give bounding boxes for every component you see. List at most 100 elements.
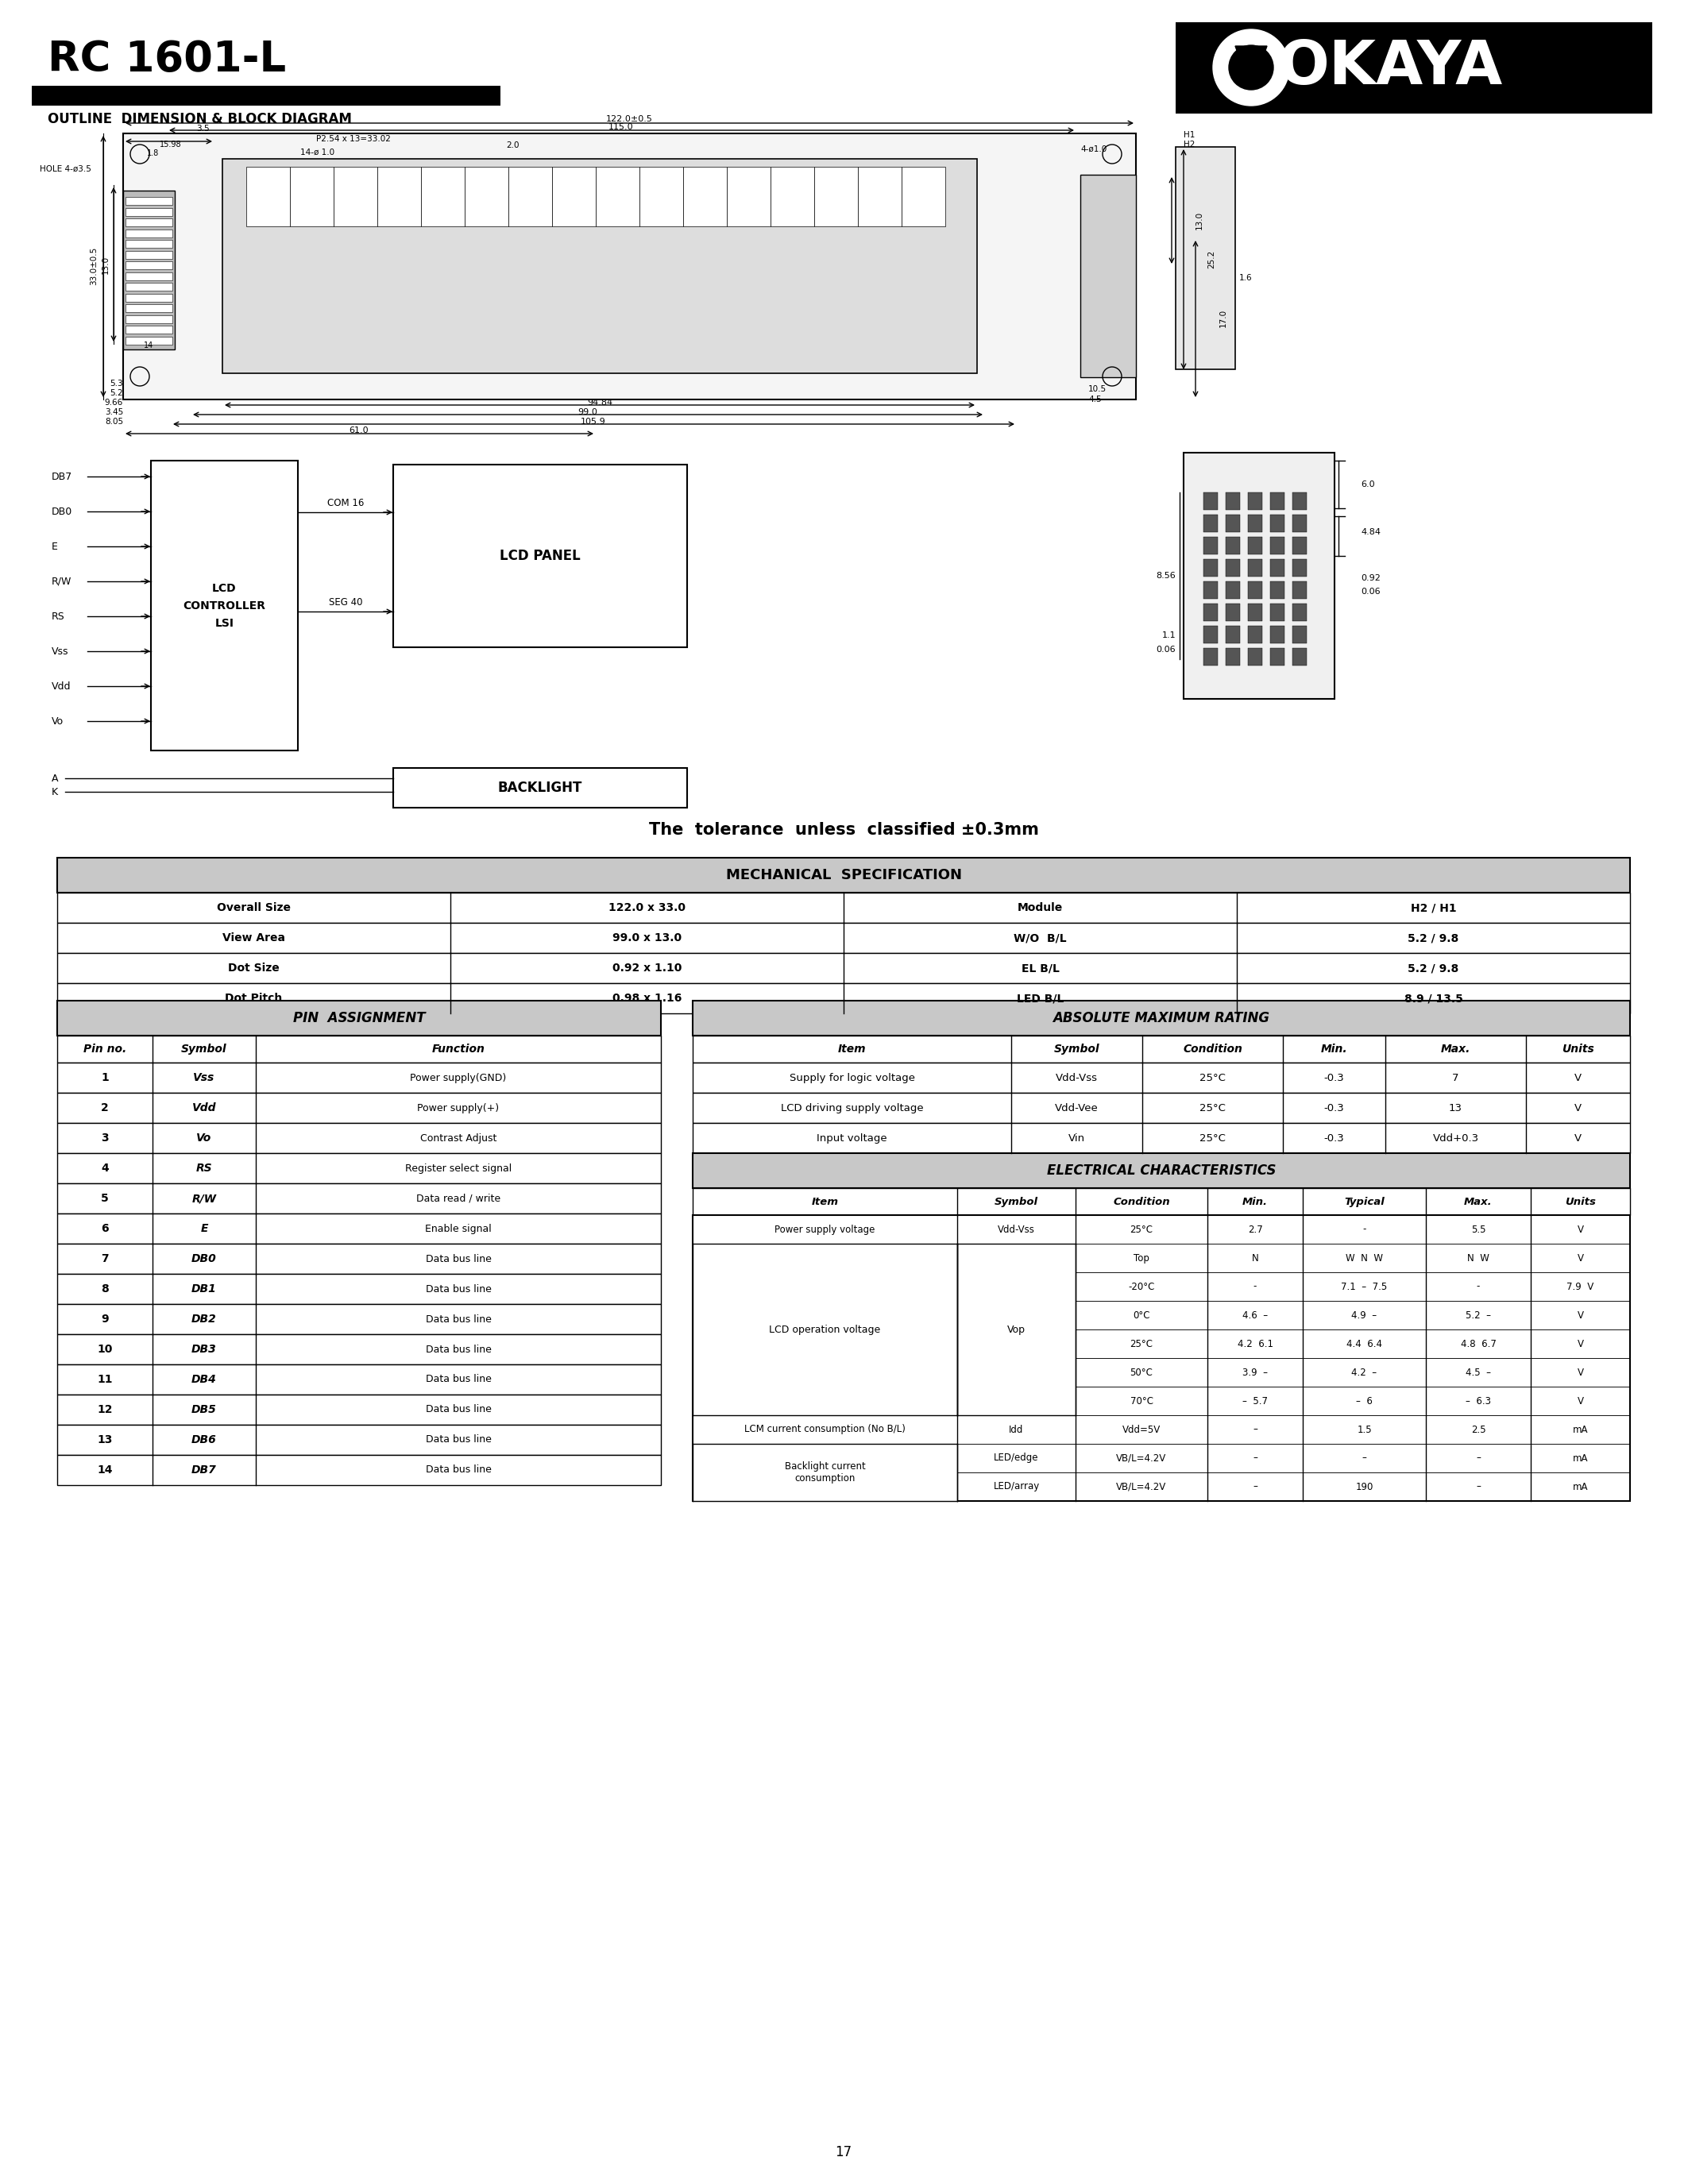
Text: H1: H1: [1183, 131, 1195, 140]
Bar: [125, 207, 172, 216]
Text: V: V: [1577, 1254, 1583, 1262]
Text: LCD PANEL: LCD PANEL: [500, 548, 581, 563]
Text: R/W: R/W: [192, 1192, 216, 1203]
Bar: [692, 1092, 1631, 1123]
Bar: [1225, 515, 1241, 533]
Bar: [57, 1035, 662, 1064]
Text: 11: 11: [98, 1374, 113, 1385]
Bar: [692, 1273, 1631, 1302]
Text: LCD driving supply voltage: LCD driving supply voltage: [780, 1103, 923, 1114]
Text: 14: 14: [143, 341, 154, 349]
Bar: [1175, 146, 1236, 369]
Bar: [1204, 581, 1217, 598]
Text: 70°C: 70°C: [1129, 1396, 1153, 1406]
Text: Vo: Vo: [196, 1133, 211, 1144]
Text: –: –: [1475, 1481, 1480, 1492]
Text: 8: 8: [101, 1284, 108, 1295]
Bar: [1293, 627, 1307, 644]
Text: Vo: Vo: [52, 716, 64, 727]
Text: 0.92: 0.92: [1361, 574, 1381, 583]
Text: 5.2 / 9.8: 5.2 / 9.8: [1408, 933, 1458, 943]
Bar: [1293, 537, 1307, 555]
Bar: [125, 273, 172, 280]
Bar: [1183, 452, 1335, 699]
Text: VB/L=4.2V: VB/L=4.2V: [1116, 1481, 1166, 1492]
Bar: [125, 304, 172, 312]
Text: 8.56: 8.56: [1156, 572, 1175, 579]
Text: V: V: [1577, 1225, 1583, 1234]
Bar: [57, 1424, 662, 1455]
Text: 17.0: 17.0: [1219, 308, 1227, 328]
Text: 7: 7: [101, 1254, 108, 1265]
Text: –  5.7: – 5.7: [1242, 1396, 1268, 1406]
Bar: [1247, 649, 1263, 666]
Circle shape: [1229, 46, 1273, 90]
Bar: [464, 166, 508, 227]
Text: 1.1: 1.1: [1161, 631, 1175, 640]
Text: –: –: [1252, 1452, 1258, 1463]
Bar: [57, 1123, 662, 1153]
Text: –: –: [1362, 1452, 1367, 1463]
Text: COM 16: COM 16: [327, 498, 365, 509]
Text: Enable signal: Enable signal: [425, 1223, 491, 1234]
Bar: [1247, 581, 1263, 598]
Text: Units: Units: [1565, 1197, 1595, 1208]
Bar: [1247, 559, 1263, 577]
Text: mA: mA: [1573, 1481, 1588, 1492]
Text: –  6.3: – 6.3: [1465, 1396, 1491, 1406]
Text: 13.0: 13.0: [1195, 212, 1204, 229]
Bar: [57, 1064, 662, 1092]
Text: 5.3: 5.3: [110, 380, 123, 387]
Bar: [692, 1123, 1631, 1153]
Bar: [692, 1188, 1631, 1214]
Text: 17: 17: [836, 2145, 852, 2160]
Text: Overall Size: Overall Size: [216, 902, 290, 913]
Text: 4.8  6.7: 4.8 6.7: [1460, 1339, 1496, 1350]
Bar: [125, 262, 172, 269]
Text: RC 1601-L: RC 1601-L: [47, 39, 285, 81]
Text: 6.0: 6.0: [1361, 480, 1374, 489]
Bar: [150, 461, 297, 751]
Text: 8.9 / 13.5: 8.9 / 13.5: [1404, 994, 1463, 1005]
Text: 9.66: 9.66: [105, 400, 123, 406]
Bar: [692, 1243, 1631, 1273]
Text: 3.5: 3.5: [196, 124, 209, 133]
Bar: [334, 166, 378, 227]
Text: –: –: [1475, 1452, 1480, 1463]
Text: 10.5: 10.5: [1089, 384, 1107, 393]
Bar: [1225, 649, 1241, 666]
Text: Backlight current
consumption: Backlight current consumption: [785, 1461, 866, 1483]
Bar: [1293, 515, 1307, 533]
Text: Condition: Condition: [1112, 1197, 1170, 1208]
Text: Vdd-Vee: Vdd-Vee: [1055, 1103, 1099, 1114]
Text: 8.05: 8.05: [105, 417, 123, 426]
Text: -0.3: -0.3: [1323, 1103, 1344, 1114]
Text: 14: 14: [98, 1465, 113, 1476]
Text: Vss: Vss: [52, 646, 69, 657]
Bar: [378, 166, 420, 227]
Text: LED B/L: LED B/L: [1016, 994, 1063, 1005]
Bar: [1225, 603, 1241, 620]
Bar: [57, 1184, 662, 1214]
Text: DB1: DB1: [191, 1284, 216, 1295]
Bar: [692, 1358, 1631, 1387]
Text: 7.9  V: 7.9 V: [1566, 1282, 1593, 1291]
Text: Item: Item: [812, 1197, 839, 1208]
Text: 122.0±0.5: 122.0±0.5: [606, 116, 653, 122]
Text: 25°C: 25°C: [1200, 1103, 1225, 1114]
Text: 4.5  –: 4.5 –: [1465, 1367, 1491, 1378]
Text: 50°C: 50°C: [1129, 1367, 1153, 1378]
Text: 1.8: 1.8: [147, 149, 159, 157]
Text: OKAYA: OKAYA: [1278, 37, 1502, 96]
Text: Idd: Idd: [1009, 1424, 1023, 1435]
Text: 2.0: 2.0: [506, 142, 518, 149]
Bar: [1204, 515, 1217, 533]
Text: Vdd=5V: Vdd=5V: [1123, 1424, 1161, 1435]
Bar: [223, 159, 977, 373]
Text: 25°C: 25°C: [1200, 1133, 1225, 1142]
Text: Data bus line: Data bus line: [425, 1343, 491, 1354]
Text: Register select signal: Register select signal: [405, 1164, 511, 1173]
Bar: [1269, 627, 1285, 644]
Text: BACKLIGHT: BACKLIGHT: [498, 780, 582, 795]
Text: Data bus line: Data bus line: [425, 1404, 491, 1415]
